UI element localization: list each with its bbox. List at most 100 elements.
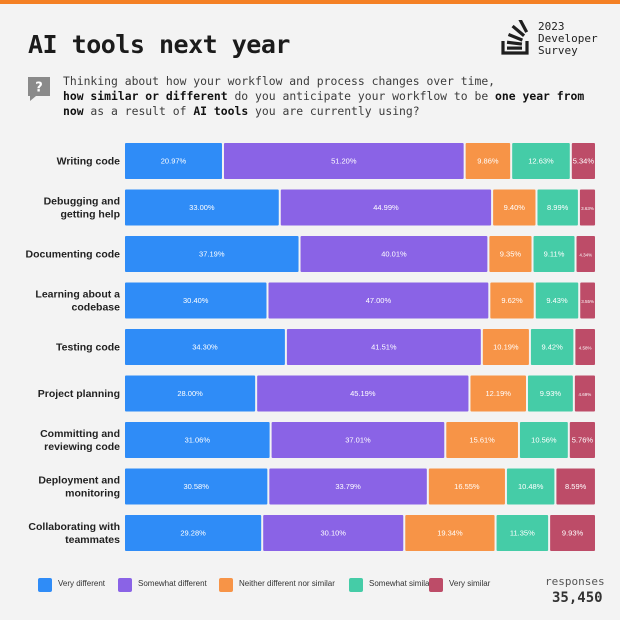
- bar-segment: [470, 375, 526, 412]
- question-part-7: you are currently using?: [248, 104, 420, 118]
- category-label-line: codebase: [72, 302, 121, 314]
- bar-segment: [125, 515, 262, 551]
- data-label: 9.86%: [477, 157, 499, 166]
- data-label: 4.34%: [579, 253, 592, 258]
- bar-segment: [286, 329, 481, 365]
- question-text: Thinking about how your workflow and pro…: [63, 74, 603, 119]
- bar-segment: [519, 422, 568, 458]
- bar-segment: [556, 468, 595, 505]
- bar-segment: [530, 329, 574, 365]
- data-label: 45.19%: [350, 389, 376, 398]
- category-label: Debugging and getting help: [44, 196, 120, 221]
- category-label: Documenting code: [25, 249, 120, 261]
- data-label: 37.19%: [199, 250, 225, 259]
- bar-segment: [125, 236, 299, 272]
- data-label: 9.62%: [501, 296, 523, 305]
- responses-count: 35,450: [552, 590, 603, 606]
- category-label: Testing code: [56, 342, 120, 354]
- legend-swatch: [219, 578, 233, 592]
- legend-label: Very similar: [449, 579, 491, 588]
- data-label: 20.97%: [161, 157, 187, 166]
- category-label: Project planning: [38, 388, 120, 400]
- data-label: 9.43%: [546, 296, 568, 305]
- data-label: 29.28%: [180, 529, 206, 538]
- bar-segment: [496, 515, 549, 551]
- bar-segment: [125, 375, 256, 412]
- bar-segment: [263, 515, 404, 551]
- legend-swatch: [349, 578, 363, 592]
- category-label-line: monitoring: [65, 488, 120, 500]
- category-label-line: Debugging and: [44, 196, 120, 208]
- data-label: 34.30%: [192, 343, 218, 352]
- data-label: 47.00%: [366, 296, 392, 305]
- data-label: 33.79%: [335, 482, 361, 491]
- data-label: 3.63%: [581, 206, 594, 211]
- data-label: 10.19%: [493, 343, 519, 352]
- data-label: 9.40%: [504, 203, 526, 212]
- category-label-line: Collaborating with: [28, 521, 120, 533]
- category-label: Writing code: [57, 156, 121, 168]
- brand-line-1: Developer: [538, 32, 598, 45]
- bar-segment: [493, 189, 536, 226]
- data-label: 3.55%: [581, 299, 594, 304]
- data-label: 41.51%: [371, 343, 397, 352]
- svg-text:?: ?: [35, 81, 43, 96]
- data-label: 4.58%: [579, 346, 592, 351]
- bar-segment: [550, 515, 595, 551]
- category-label-line: Documenting code: [25, 249, 120, 261]
- bar-segment: [575, 329, 595, 365]
- bar-segment: [269, 468, 427, 505]
- data-label: 44.99%: [373, 203, 399, 212]
- category-label-line: Writing code: [57, 156, 121, 168]
- legend-swatch: [118, 578, 132, 592]
- data-label: 9.93%: [540, 389, 562, 398]
- question-mark-icon: ?: [28, 77, 50, 101]
- responses-label: responses: [545, 575, 605, 588]
- data-label: 11.35%: [510, 529, 535, 538]
- data-label: 19.34%: [437, 529, 463, 538]
- category-label: Committing and reviewing code: [40, 428, 120, 453]
- data-label: 12.63%: [528, 157, 554, 166]
- category-label-line: Testing code: [56, 342, 120, 354]
- category-label-line: teammates: [65, 534, 120, 546]
- bar-segment: [535, 282, 579, 319]
- bar-segment: [465, 143, 511, 179]
- legend-label: Somewhat different: [138, 579, 207, 588]
- page-title: AI tools next year: [28, 30, 290, 59]
- bar-segment: [537, 189, 578, 226]
- data-label: 8.99%: [547, 203, 569, 212]
- question-bold-2: one year from now: [63, 89, 585, 118]
- category-label-line: Committing and: [40, 428, 120, 440]
- brand-line-2: Survey: [538, 44, 578, 57]
- legend-label: Neither different nor similar: [239, 579, 335, 588]
- data-label: 28.00%: [177, 389, 203, 398]
- bar-segment: [125, 143, 222, 179]
- bar-segment: [125, 189, 279, 226]
- data-label: 33.00%: [189, 203, 215, 212]
- data-label: 8.59%: [565, 482, 587, 491]
- data-label: 9.93%: [562, 529, 584, 538]
- data-label: 51.20%: [331, 157, 357, 166]
- bar-segment: [257, 375, 469, 412]
- data-label: 5.76%: [572, 436, 594, 445]
- bar-segment: [489, 236, 532, 272]
- bar-segment: [580, 282, 595, 319]
- bar-segment: [579, 189, 596, 226]
- data-label: 15.61%: [469, 436, 495, 445]
- question-part-1: Thinking about how your workflow and pro…: [63, 74, 496, 88]
- bar-segment: [512, 143, 570, 179]
- bar-segment: [506, 468, 555, 505]
- data-label: 9.35%: [500, 250, 522, 259]
- bar-segment: [569, 422, 595, 458]
- bar-segment: [125, 422, 270, 458]
- data-label: 37.01%: [345, 436, 371, 445]
- bar-segment: [428, 468, 505, 505]
- bar-segment: [533, 236, 575, 272]
- category-label: Deployment and monitoring: [38, 475, 120, 500]
- survey-brand: 2023 Developer Survey: [500, 20, 615, 60]
- top-accent-bar: [0, 0, 620, 4]
- question-bold-1: how similar or different: [63, 89, 228, 103]
- bar-segment: [280, 189, 492, 226]
- data-label: 40.01%: [381, 250, 407, 259]
